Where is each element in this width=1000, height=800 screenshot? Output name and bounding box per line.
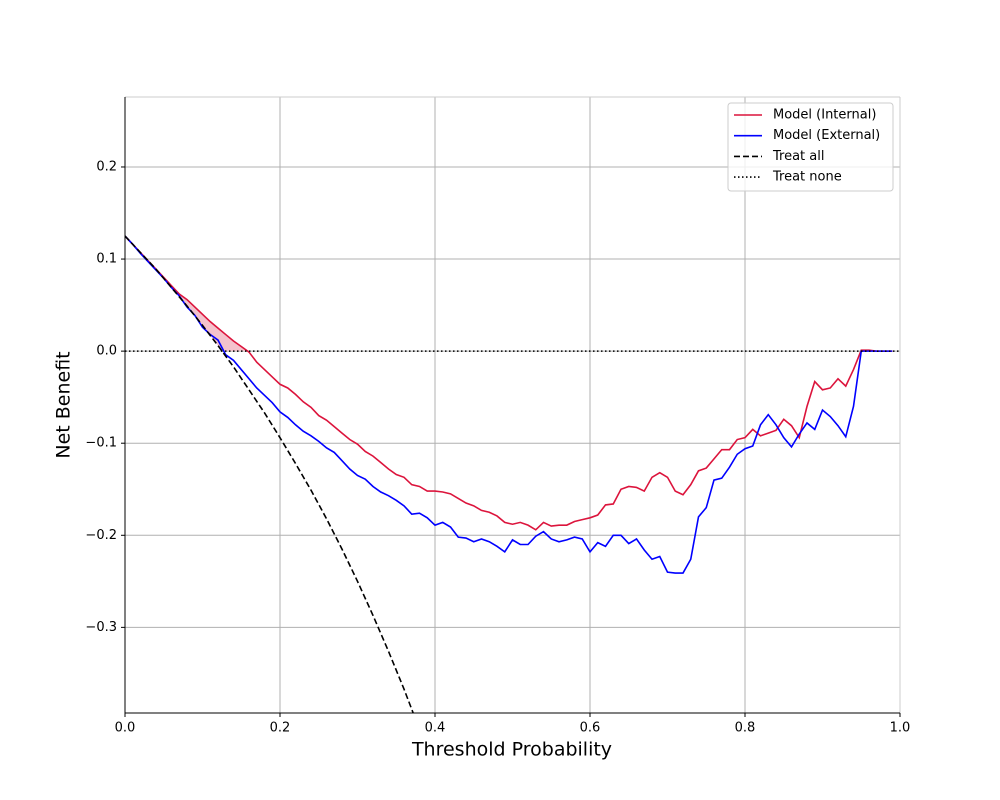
lines [125, 235, 900, 713]
legend-box [727, 102, 894, 192]
axes: 0.0 0.2 0.4 0.6 0.8 1.0 −0.3 −0.2 −0.1 0.0 0.1 0.2 [85, 96, 911, 736]
y-tick-label: −0.1 [85, 436, 117, 451]
legend-label: Treat none [772, 170, 842, 185]
legend-label: Model (External) [773, 128, 880, 143]
series-line [125, 235, 415, 713]
y-tick-label: 0.2 [96, 159, 117, 174]
y-tick-label: −0.2 [85, 528, 117, 543]
legend-label: Model (Internal) [773, 108, 876, 123]
x-tick-label: 0.8 [735, 721, 756, 736]
series-line [125, 235, 893, 574]
y-tick-label: 0.1 [96, 252, 117, 267]
y-tick-label: 0.0 [96, 344, 117, 359]
x-tick-label: 0.2 [270, 721, 291, 736]
legend: Model (Internal) Model (External) Treat al… [727, 102, 894, 192]
x-tick-label: 1.0 [890, 721, 911, 736]
series-line [125, 235, 893, 531]
x-tick-label: 0.6 [580, 721, 601, 736]
y-axis-label: Net Benefit [53, 351, 75, 458]
x-tick-label: 0.4 [425, 721, 446, 736]
y-tick-label: −0.3 [85, 620, 117, 635]
x-tick-label: 0.0 [115, 721, 136, 736]
x-axis-label: Threshold Probability [411, 739, 612, 761]
shade-layer [125, 236, 893, 713]
legend-label: Treat all [772, 149, 824, 164]
benefit-area [125, 236, 893, 713]
